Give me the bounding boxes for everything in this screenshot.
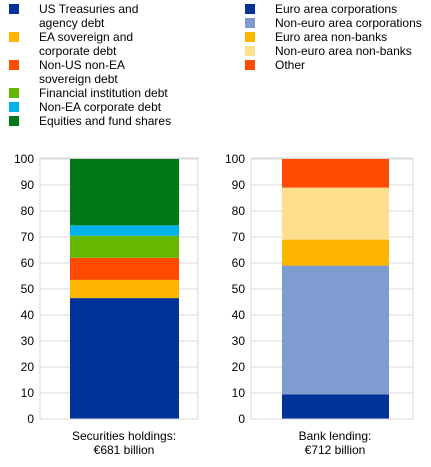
y-tick-label: 10	[21, 386, 35, 400]
legend-item: EA sovereign and corporate debt	[9, 30, 209, 58]
legend-item: Euro area non-banks	[245, 30, 430, 44]
legend-label: US Treasuries and	[39, 2, 139, 16]
x-category-label-0-line-1: €681 billion	[93, 443, 155, 457]
bar-segment	[70, 279, 179, 299]
y-tick-label: 50	[232, 282, 246, 296]
y-tick-label: 80	[232, 204, 246, 218]
legend-label: Non-euro area non-banks	[275, 44, 412, 58]
y-tick-label: 30	[21, 334, 35, 348]
legend-swatch	[9, 102, 19, 112]
legend-label: sovereign debt	[39, 72, 118, 86]
legend-swatch	[245, 60, 255, 70]
y-tick-label: 10	[232, 386, 246, 400]
y-tick-label: 100	[225, 152, 245, 166]
legend-item: Non-US non-EA sovereign debt	[9, 58, 209, 86]
y-tick-label: 50	[21, 282, 35, 296]
y-tick-label: 0	[27, 412, 34, 426]
bar-segment	[282, 394, 389, 419]
bar-segment	[70, 257, 179, 280]
y-tick-label: 30	[232, 334, 246, 348]
x-category-label-1-line-1: €712 billion	[304, 443, 366, 457]
legend-label: Other	[275, 58, 306, 72]
bar-segment	[282, 159, 389, 188]
plot-frame	[250, 157, 414, 420]
y-tick-label: 90	[21, 178, 35, 192]
y-tick-label: 40	[232, 308, 246, 322]
bar-segment	[70, 298, 179, 419]
legend-item: Non-euro area corporations	[245, 16, 430, 30]
legend-item: Non-EA corporate debt	[9, 100, 209, 114]
legend-swatch	[245, 46, 255, 56]
legend-label: Non-EA corporate debt	[39, 100, 162, 114]
bar-segment	[282, 239, 389, 266]
y-tick-label: 0	[238, 412, 245, 426]
bar-segment	[282, 187, 389, 240]
legend-swatch	[245, 32, 255, 42]
y-tick-label: 80	[21, 204, 35, 218]
legend-swatch	[245, 4, 255, 14]
bar-segment	[70, 235, 179, 258]
legend-item: Other	[245, 58, 430, 72]
legend-left: US Treasuries and agency debt EA sovereign…	[9, 2, 209, 128]
y-tick-label: 70	[21, 230, 35, 244]
legend-label: Financial institution debt	[39, 86, 168, 100]
y-tick-label: 20	[21, 360, 35, 374]
legend-swatch	[9, 4, 19, 14]
plot-frame	[39, 157, 199, 420]
x-category-label-1: Bank lending: €712 billion	[245, 429, 425, 457]
legend-label: corporate debt	[39, 44, 117, 58]
legend-label: EA sovereign and	[39, 30, 134, 44]
legend-item: Euro area corporations	[245, 2, 430, 16]
x-category-label-0-line-0: Securities holdings:	[71, 429, 177, 443]
legend-label: agency debt	[39, 16, 105, 30]
bar-segment	[70, 225, 179, 236]
y-tick-label: 100	[14, 152, 34, 166]
legend-item: Non-euro area non-banks	[245, 44, 430, 58]
bar-segment	[282, 265, 389, 395]
x-category-label-1-line-0: Bank lending:	[298, 429, 372, 443]
legend-item: Equities and fund shares	[9, 114, 209, 128]
y-tick-label: 70	[232, 230, 246, 244]
legend-swatch	[9, 88, 19, 98]
y-tick-label: 60	[232, 256, 246, 270]
legend-label: Non-euro area corporations	[275, 16, 422, 30]
y-tick-label: 60	[21, 256, 35, 270]
x-category-label-0: Securities holdings: €681 billion	[34, 429, 214, 457]
legend-right: Euro area corporations Non-euro area corp…	[245, 2, 430, 72]
legend-item: US Treasuries and agency debt	[9, 2, 209, 30]
legend-swatch	[245, 18, 255, 28]
legend-label: Euro area non-banks	[275, 30, 388, 44]
legend-swatch	[9, 60, 19, 70]
bar-segment	[70, 159, 179, 226]
legend-swatch	[9, 116, 19, 126]
legend-swatch	[9, 32, 19, 42]
legend-label: Non-US non-EA	[39, 58, 126, 72]
y-tick-label: 20	[232, 360, 246, 374]
legend-label: Equities and fund shares	[39, 114, 172, 128]
y-tick-label: 90	[232, 178, 246, 192]
legend-item: Financial institution debt	[9, 86, 209, 100]
y-tick-label: 40	[21, 308, 35, 322]
legend-label: Euro area corporations	[275, 2, 398, 16]
